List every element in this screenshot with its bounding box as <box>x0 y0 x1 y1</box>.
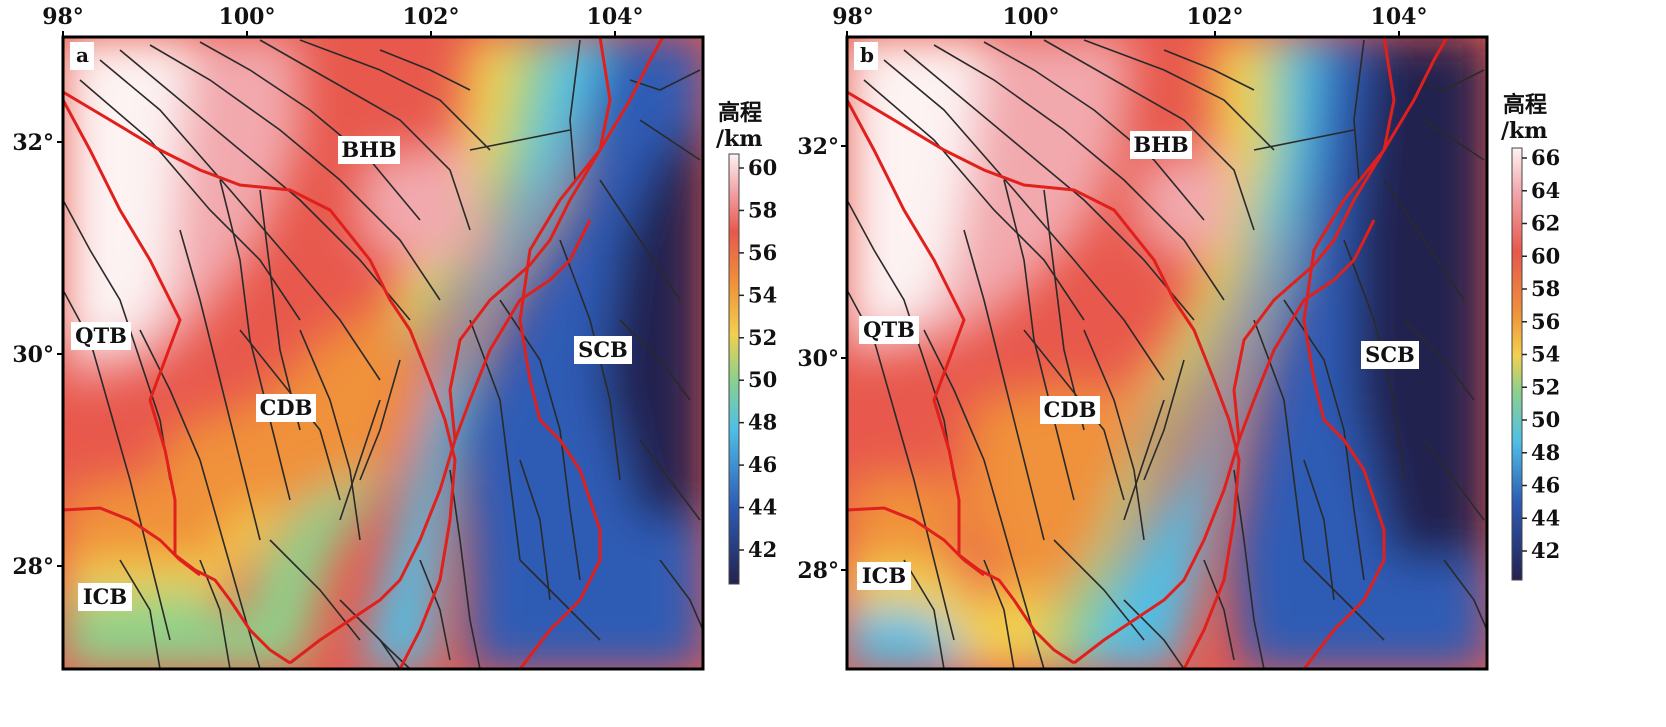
map-panel-b: b 98° 100° 102° 104° BHB QTB CDB SCB ICB… <box>832 0 1666 723</box>
colorbar-tick-label: 66 <box>1531 145 1560 170</box>
region-label-icb: ICB <box>83 584 127 609</box>
lon-axis-b: 98° 100° 102° 104° <box>832 4 1428 37</box>
region-labels-b: BHB QTB CDB SCB ICB <box>857 131 1419 590</box>
colorbar-unit-b: /km <box>1501 118 1548 144</box>
colorbar-tick-label: 46 <box>1531 473 1560 498</box>
colorbar-tick-label: 54 <box>748 282 777 307</box>
region-labels-a: BHB QTB CDB SCB ICB <box>71 136 632 611</box>
colorbar-title-b: 高程 <box>1503 92 1547 118</box>
colorbar-tick-label: 60 <box>1531 243 1560 268</box>
colorbar-tick-label: 52 <box>1531 374 1560 399</box>
map-a-svg: a 98° 100° 102° 104° 32° 30° 28° BHB QTB… <box>12 4 777 671</box>
colorbar-tick-label: 56 <box>748 240 777 265</box>
colorbar-tick-label: 54 <box>1531 342 1560 367</box>
map-frame-b <box>845 35 1489 671</box>
region-label-bhb: BHB <box>341 137 396 162</box>
colorbar-b: 高程 /km 66 64 62 60 58 56 54 52 50 48 46 44 42 <box>1501 92 1560 581</box>
colorbar-tick-label: 60 <box>748 155 777 180</box>
lat-tick-label: 28° <box>12 554 54 580</box>
region-label-bhb: BHB <box>1133 132 1188 157</box>
lon-tick-label: 98° <box>833 4 874 30</box>
major-faults-a <box>63 37 665 669</box>
colorbar-tick-label: 62 <box>1531 211 1560 236</box>
region-label-cdb: CDB <box>260 395 313 420</box>
minor-faults-b <box>847 39 1487 669</box>
region-label-scb: SCB <box>1365 342 1415 367</box>
panel-letter-box-a <box>70 42 94 70</box>
lat-tick-label: 30° <box>12 342 54 368</box>
region-label-scb: SCB <box>578 337 628 362</box>
region-label-qtb: QTB <box>863 317 915 342</box>
lon-tick-label: 104° <box>1371 4 1428 30</box>
map-panel-a: a 98° 100° 102° 104° 32° 30° 28° BHB QTB… <box>0 0 833 723</box>
lon-tick-label: 104° <box>587 4 644 30</box>
lat-tick-label: 32° <box>12 130 54 156</box>
colorbar-unit-a: /km <box>716 126 763 152</box>
region-label-cdb: CDB <box>1044 397 1097 422</box>
colorbar-tick-label: 42 <box>1531 538 1560 563</box>
colorbar-tick-label: 48 <box>748 410 777 435</box>
lon-tick-label: 98° <box>42 4 84 30</box>
panel-letter-b: b <box>860 43 874 67</box>
colorbar-tick-label: 44 <box>1531 505 1560 530</box>
colorbar-tick-label: 64 <box>1531 178 1560 203</box>
colorbar-title-a: 高程 <box>718 100 762 126</box>
major-faults-b <box>847 37 1449 669</box>
lon-tick-label: 102° <box>403 4 460 30</box>
colorbar-tick-label: 58 <box>1531 276 1560 301</box>
lon-axis-a: 98° 100° 102° 104° <box>42 4 643 37</box>
lat-axis-b <box>841 145 847 571</box>
colorbar-tick-label: 58 <box>748 197 777 222</box>
map-b-svg: b 98° 100° 102° 104° BHB QTB CDB SCB ICB… <box>832 4 1560 671</box>
panel-letter-a: a <box>76 43 89 67</box>
colorbar-tick-label: 50 <box>1531 407 1560 432</box>
lat-axis-a: 32° 30° 28° <box>12 130 63 580</box>
colorbar-tick-label: 52 <box>748 325 777 350</box>
colorbar-tick-label: 44 <box>748 495 777 520</box>
colorbar-tick-label: 56 <box>1531 309 1560 334</box>
colorbar-tick-label: 46 <box>748 452 777 477</box>
panel-letter-box-b <box>854 42 878 70</box>
colorbar-tick-label: 42 <box>748 537 777 562</box>
colorbar-a: 高程 /km 60 58 56 54 52 50 48 46 44 42 <box>716 100 777 585</box>
lon-tick-label: 102° <box>1187 4 1244 30</box>
colorbar-tick-label: 50 <box>748 367 777 392</box>
region-label-icb: ICB <box>862 563 906 588</box>
colorbar-tick-label: 48 <box>1531 440 1560 465</box>
elevation-surface-b <box>847 37 1487 669</box>
lon-tick-label: 100° <box>219 4 276 30</box>
lon-tick-label: 100° <box>1003 4 1060 30</box>
region-label-qtb: QTB <box>75 323 127 348</box>
